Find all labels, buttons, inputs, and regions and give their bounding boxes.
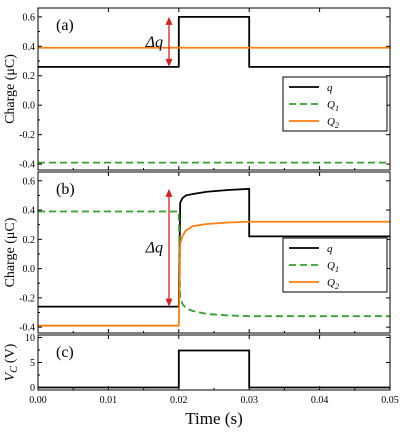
y-tick-label: 0.4 xyxy=(23,42,36,53)
arrow-head-up xyxy=(165,188,173,197)
panel-label: (b) xyxy=(56,181,75,198)
y-tick-label: 10 xyxy=(25,333,35,344)
delta-q-label: Δq xyxy=(145,34,163,51)
y-axis-label: VC(V) xyxy=(3,343,20,381)
legend-entry-q: q xyxy=(327,243,333,255)
x-axis-label: Time (s) xyxy=(185,409,242,428)
arrow-head-down xyxy=(165,58,173,67)
legend-entry-Q2: Q2 xyxy=(327,116,339,130)
y-tick-label: 0.2 xyxy=(23,235,36,246)
x-axis: 0.00 0.01 0.02 0.03 0.04 0.05 Time (s) xyxy=(29,395,399,428)
panel-a: -0.4 -0.2 0.0 0.2 0.4 0.6 (a) Charge (μC) q Q1 Q2 Δ… xyxy=(3,7,391,171)
legend-entry-Q1: Q1 xyxy=(327,260,339,274)
arrow-head-up xyxy=(165,16,173,25)
series-q-line xyxy=(38,15,390,68)
y-tick-label: 0.0 xyxy=(23,101,36,112)
delta-q-label: Δq xyxy=(145,240,163,257)
y-tick-label: -0.4 xyxy=(19,160,35,171)
series-Q2-line xyxy=(38,220,390,327)
series-vc-line xyxy=(38,349,390,389)
arrow-head-down xyxy=(165,298,173,307)
legend: q Q1 Q2 xyxy=(282,237,388,293)
panel-label: (c) xyxy=(56,344,74,361)
y-tick-label: 5 xyxy=(30,358,35,369)
y-axis-label: Charge (μC) xyxy=(3,54,18,124)
legend-entry-q: q xyxy=(327,82,333,94)
x-tick-label: 0.02 xyxy=(170,395,188,406)
y-tick-label: 0.2 xyxy=(23,71,36,82)
y-axis-label: Charge (μC) xyxy=(3,217,18,287)
y-tick-label: 0.4 xyxy=(23,206,36,217)
delta-q-arrow xyxy=(165,16,173,67)
x-tick-label: 0.04 xyxy=(311,395,329,406)
panel-c: 0 5 10 (c) VC(V) xyxy=(3,333,391,394)
y-tick-label: 0.6 xyxy=(23,176,36,187)
y-tick-label: -0.2 xyxy=(19,130,35,141)
x-tick-label: 0.05 xyxy=(381,395,399,406)
y-tick-label: 0 xyxy=(30,383,35,394)
y-tick-label: 0.6 xyxy=(23,12,36,23)
series-Q1-line xyxy=(38,210,390,318)
panel-b: -0.4 -0.2 0.0 0.2 0.4 0.6 (b) Charge (μC) q Q1 Q2 Δ… xyxy=(3,171,391,334)
panel-label: (a) xyxy=(56,17,74,34)
x-tick-label: 0.01 xyxy=(100,395,118,406)
y-tick-label: 0.0 xyxy=(23,264,36,275)
x-tick-label: 0.03 xyxy=(240,395,258,406)
legend: q Q1 Q2 xyxy=(282,76,388,132)
delta-q-arrow xyxy=(165,188,173,307)
plot-frame xyxy=(37,334,391,391)
legend-entry-Q2: Q2 xyxy=(327,277,339,291)
legend-entry-Q1: Q1 xyxy=(327,99,339,113)
x-tick-label: 0.00 xyxy=(29,395,47,406)
y-tick-label: -0.4 xyxy=(19,323,35,334)
y-tick-label: -0.2 xyxy=(19,293,35,304)
